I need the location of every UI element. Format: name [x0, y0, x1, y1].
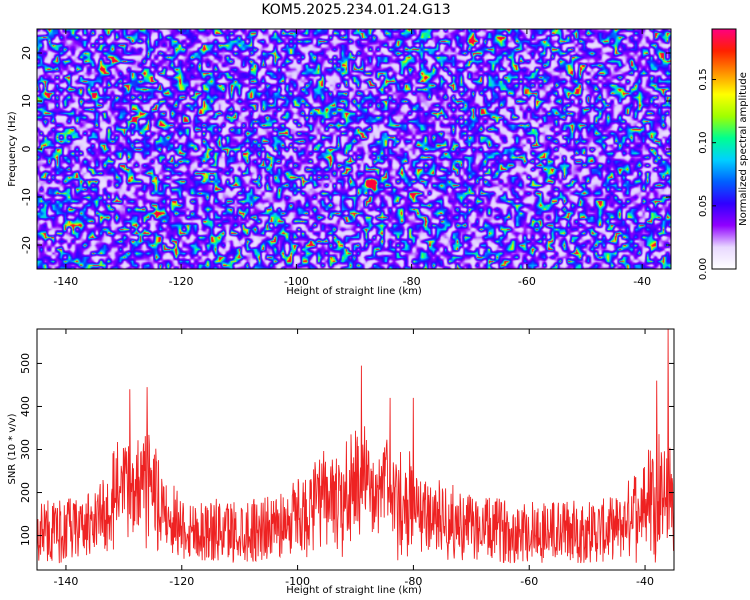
heatmap-y-tick-label: -10	[20, 188, 33, 206]
heatmap-ylabel: Frequency (Hz)	[7, 111, 18, 187]
snr-x-tick-label: -100	[285, 575, 310, 588]
heatmap-x-ticks: -140 -120 -100 -80 -60 -40	[53, 29, 651, 288]
snr-y-tick-label: 500	[19, 353, 32, 374]
heatmap-y-tick-label: -20	[20, 236, 33, 254]
heatmap-x-tick-label: -60	[518, 275, 536, 288]
heatmap-x-tick-label: -120	[169, 275, 194, 288]
heatmap-x-tick-label: -40	[633, 275, 651, 288]
snr-y-ticks: 100 200 300 400 500	[19, 353, 674, 546]
snr-y-tick-label: 200	[19, 482, 32, 503]
heatmap-xlabel: Height of straight line (km)	[286, 286, 422, 297]
snr-x-ticks: -140 -120 -100 -80 -60 -40	[53, 329, 654, 588]
snr-y-tick-label: 300	[19, 439, 32, 460]
colorbar-tick-label: 0.15	[698, 68, 709, 90]
snr-xlabel: Height of straight line (km)	[286, 585, 422, 596]
heatmap-x-tick-label: -80	[403, 275, 421, 288]
heatmap-x-tick-label: -140	[53, 275, 78, 288]
colorbar-tick-label: 0.05	[698, 195, 709, 217]
colorbar: 0.00 0.05 0.10 0.15 Normalized spectral amp…	[698, 28, 749, 280]
snr-panel: -140 -120 -100 -80 -60 -40 100 200 300 400 500 He…	[7, 328, 675, 596]
colorbar-tick-label: 0.10	[698, 132, 709, 154]
colorbar-scale	[711, 28, 737, 270]
snr-y-tick-label: 400	[19, 396, 32, 417]
snr-x-tick-label: -40	[636, 575, 654, 588]
snr-x-tick-label: -60	[520, 575, 538, 588]
snr-y-tick-label: 100	[19, 525, 32, 546]
colorbar-label: Normalized spectral amplitude	[738, 72, 749, 226]
snr-x-tick-label: -140	[53, 575, 78, 588]
snr-series-line	[36, 328, 675, 564]
heatmap-y-tick-label: 0	[20, 146, 33, 153]
spectrogram-image	[37, 29, 671, 269]
snr-x-tick-label: -120	[169, 575, 194, 588]
heatmap-x-tick-label: -100	[284, 275, 309, 288]
colorbar-tick-label: 0.00	[698, 258, 709, 280]
heatmap-y-ticks: -20 -10 0 10 20	[20, 46, 671, 254]
snr-x-tick-label: -80	[404, 575, 422, 588]
snr-ylabel: SNR (10 * v/v)	[7, 413, 18, 484]
heatmap-y-tick-label: 10	[20, 94, 33, 108]
chart-title: KOM5.2025.234.01.24.G13	[261, 2, 451, 18]
colorbar-ticks: 0.00 0.05 0.10 0.15	[698, 68, 716, 280]
heatmap-y-tick-label: 20	[20, 46, 33, 60]
